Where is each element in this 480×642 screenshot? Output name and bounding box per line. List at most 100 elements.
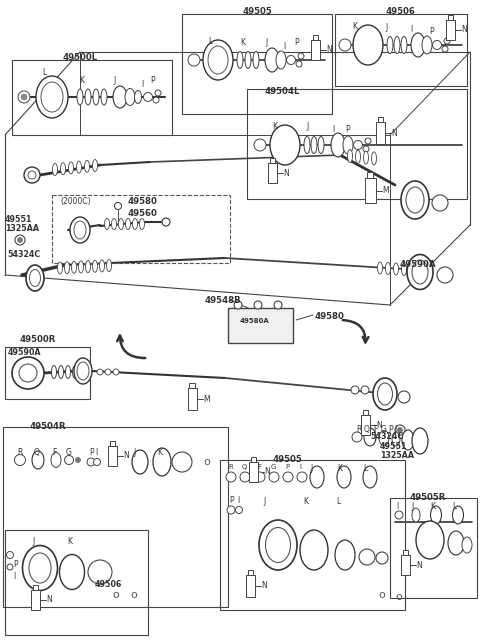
Ellipse shape	[353, 25, 383, 65]
Text: P: P	[285, 464, 289, 470]
Text: o: o	[130, 590, 137, 600]
Ellipse shape	[335, 540, 355, 570]
Ellipse shape	[453, 506, 464, 524]
Bar	[447, 15, 453, 20]
Text: N: N	[417, 560, 422, 569]
Circle shape	[442, 46, 448, 52]
Text: J: J	[310, 464, 312, 473]
Bar	[251, 457, 255, 462]
Text: R: R	[356, 425, 361, 434]
Circle shape	[365, 138, 371, 144]
Text: Q: Q	[364, 425, 370, 434]
Ellipse shape	[363, 466, 377, 488]
Circle shape	[363, 146, 369, 152]
Ellipse shape	[111, 218, 117, 229]
Bar	[362, 410, 368, 415]
Circle shape	[18, 91, 30, 103]
Text: L: L	[363, 464, 367, 473]
Text: N: N	[376, 421, 382, 429]
Ellipse shape	[77, 89, 83, 105]
Circle shape	[12, 357, 44, 389]
Text: o: o	[378, 590, 385, 600]
Circle shape	[144, 92, 153, 101]
Ellipse shape	[402, 430, 414, 450]
Ellipse shape	[51, 453, 61, 467]
Circle shape	[15, 235, 25, 245]
Ellipse shape	[300, 530, 328, 570]
Text: Q: Q	[34, 448, 40, 457]
Circle shape	[298, 53, 304, 59]
Ellipse shape	[343, 136, 353, 154]
Circle shape	[28, 171, 36, 179]
Text: I: I	[13, 572, 15, 581]
Circle shape	[115, 202, 121, 209]
Text: (2000C): (2000C)	[60, 197, 91, 206]
Ellipse shape	[245, 51, 251, 69]
Text: N: N	[47, 596, 52, 605]
Circle shape	[226, 472, 236, 482]
Circle shape	[398, 391, 410, 403]
Text: L: L	[452, 502, 456, 511]
Ellipse shape	[41, 82, 63, 112]
Text: F: F	[257, 464, 261, 470]
Bar	[188, 388, 196, 410]
Text: J: J	[263, 497, 265, 506]
Bar	[247, 89, 467, 199]
Text: J: J	[114, 76, 116, 85]
Bar	[109, 441, 115, 446]
Circle shape	[395, 425, 405, 435]
Ellipse shape	[387, 37, 393, 53]
Circle shape	[287, 55, 296, 64]
Ellipse shape	[448, 531, 464, 555]
Text: 49580: 49580	[315, 312, 345, 321]
Circle shape	[19, 364, 37, 382]
Ellipse shape	[107, 259, 111, 272]
Ellipse shape	[125, 89, 135, 105]
Ellipse shape	[377, 262, 383, 274]
Bar	[12, 60, 172, 135]
Circle shape	[7, 564, 13, 570]
Ellipse shape	[203, 40, 233, 80]
Circle shape	[7, 551, 13, 559]
Ellipse shape	[259, 520, 297, 570]
Bar	[269, 158, 275, 163]
Circle shape	[94, 458, 100, 465]
Text: 49590A: 49590A	[400, 260, 436, 269]
Circle shape	[21, 94, 27, 100]
Text: J: J	[32, 537, 34, 546]
Ellipse shape	[394, 37, 400, 53]
Ellipse shape	[59, 365, 63, 379]
Text: P: P	[89, 448, 94, 457]
Bar	[189, 383, 195, 388]
Text: K: K	[337, 464, 342, 473]
Circle shape	[437, 267, 453, 283]
Circle shape	[353, 141, 362, 150]
Text: R: R	[17, 448, 23, 457]
Ellipse shape	[431, 506, 442, 524]
Ellipse shape	[348, 150, 352, 162]
Text: I: I	[299, 464, 301, 470]
Circle shape	[269, 472, 279, 482]
Circle shape	[64, 456, 73, 465]
Ellipse shape	[93, 260, 97, 272]
Ellipse shape	[51, 365, 57, 379]
Text: J: J	[411, 502, 413, 511]
Text: P: P	[151, 76, 156, 85]
Ellipse shape	[32, 451, 44, 469]
Ellipse shape	[52, 164, 58, 175]
Text: K: K	[430, 502, 435, 511]
Bar	[3, 427, 228, 607]
Text: I: I	[396, 502, 398, 511]
Text: 49500L: 49500L	[62, 53, 97, 62]
Text: 49505R: 49505R	[410, 493, 446, 502]
Text: Q: Q	[242, 464, 247, 470]
Ellipse shape	[77, 362, 89, 380]
Ellipse shape	[26, 265, 44, 291]
Circle shape	[234, 301, 242, 309]
Text: K: K	[67, 537, 72, 546]
Ellipse shape	[265, 528, 290, 562]
Text: N: N	[123, 451, 129, 460]
Text: P: P	[388, 425, 393, 434]
Bar	[335, 14, 467, 86]
Ellipse shape	[422, 36, 432, 54]
